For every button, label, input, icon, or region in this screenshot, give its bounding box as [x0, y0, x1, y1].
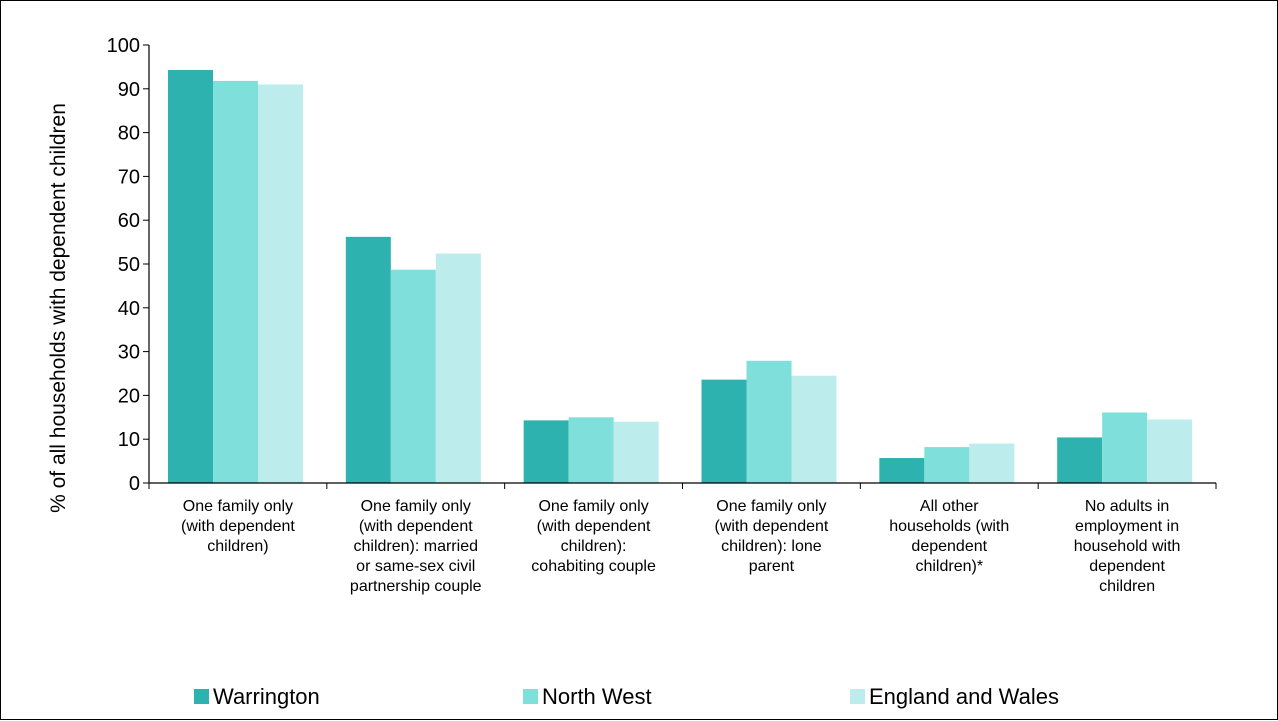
- bar-north-west-3: [746, 360, 792, 483]
- bar-warrington-5: [1057, 437, 1103, 483]
- x-category-label-line: household with: [1074, 538, 1181, 555]
- x-category-label-line: dependent: [911, 538, 987, 555]
- bar-england-and-wales-5: [1147, 419, 1193, 483]
- x-category-label: One family only (with dependent children):…: [531, 498, 656, 575]
- y-tick-label: 50: [118, 254, 140, 276]
- legend-swatch-north-west: [523, 689, 538, 704]
- bar-warrington-1: [345, 236, 391, 483]
- x-category-label-line: One family only: [538, 498, 648, 515]
- legend-label: England and Wales: [869, 684, 1059, 709]
- x-category-label: One family only (with dependent children): [181, 498, 295, 555]
- x-category-label-line: One family only: [183, 498, 293, 515]
- x-category-label-line: One family only: [716, 498, 826, 515]
- x-category-label: One family only (with dependent children):…: [350, 498, 482, 595]
- x-category-label-line: or same-sex civil: [356, 558, 475, 575]
- bar-england-and-wales-3: [791, 375, 837, 483]
- axes-layer: [143, 44, 1217, 489]
- legend-swatch-england-and-wales: [850, 689, 865, 704]
- y-tick-label: 80: [118, 123, 140, 145]
- bar-warrington-3: [701, 379, 747, 483]
- bar-warrington-0: [168, 69, 213, 483]
- legend-label: Warrington: [213, 684, 320, 709]
- bar-england-and-wales-1: [435, 253, 481, 483]
- bar-north-west-4: [924, 447, 970, 483]
- bar-warrington-4: [879, 458, 925, 483]
- y-tick-label: 0: [129, 473, 140, 495]
- x-category-label: One family only (with dependent children):…: [714, 498, 828, 575]
- bar-england-and-wales-4: [969, 443, 1015, 483]
- x-category-label-line: children): married: [354, 538, 478, 555]
- x-category-labels: One family only (with dependent children)O…: [181, 498, 1180, 595]
- x-category-label-line: (with dependent: [537, 518, 651, 535]
- x-category-label-line: children)*: [915, 558, 983, 575]
- bar-north-west-2: [568, 417, 614, 483]
- y-tick-label: 30: [118, 342, 140, 364]
- bar-north-west-0: [213, 80, 258, 483]
- legend: Warrington North West England and Wales: [194, 684, 1059, 709]
- bar-warrington-2: [523, 420, 569, 483]
- x-category-label-line: One family only: [361, 498, 471, 515]
- x-category-label-line: children): [207, 538, 268, 555]
- x-category-label-line: (with dependent: [714, 518, 828, 535]
- y-tick-label: 10: [118, 429, 140, 451]
- y-tick-label: 70: [118, 166, 140, 188]
- y-tick-label: 60: [118, 210, 140, 232]
- x-category-label-line: All other: [920, 498, 979, 515]
- y-tick-label: 40: [118, 298, 140, 320]
- y-tick-label: 90: [118, 79, 140, 101]
- x-category-label: All other households (with dependent childr…: [889, 498, 1009, 575]
- x-category-label-line: parent: [749, 558, 795, 575]
- bars-layer: [168, 69, 1193, 484]
- x-category-label-line: cohabiting couple: [531, 558, 656, 575]
- x-category-label-line: households (with: [889, 518, 1009, 535]
- x-category-label-line: No adults in: [1085, 498, 1170, 515]
- y-tick-label: 20: [118, 385, 140, 407]
- x-category-label-line: (with dependent: [181, 518, 295, 535]
- bar-england-and-wales-2: [613, 421, 659, 483]
- x-category-label-line: partnership couple: [350, 578, 482, 595]
- x-category-label-line: dependent: [1089, 558, 1165, 575]
- y-axis-label: % of all households with dependent child…: [47, 103, 70, 513]
- y-tick-label: 100: [107, 35, 140, 57]
- x-category-label-line: employment in: [1075, 518, 1179, 535]
- bar-england-and-wales-0: [258, 84, 303, 484]
- bar-north-west-1: [390, 269, 436, 483]
- x-category-label-line: (with dependent: [359, 518, 473, 535]
- bar-north-west-5: [1102, 412, 1148, 483]
- legend-swatch-warrington: [194, 689, 209, 704]
- x-category-label-line: children: [1099, 578, 1155, 595]
- x-category-label-line: children):: [561, 538, 627, 555]
- y-tick-labels: 0 10 20 30 40 50 60 70 80 90 100: [107, 35, 140, 495]
- x-category-label: No adults in employment in household with d…: [1074, 498, 1181, 595]
- legend-label: North West: [542, 684, 652, 709]
- x-category-label-line: children): lone: [721, 538, 822, 555]
